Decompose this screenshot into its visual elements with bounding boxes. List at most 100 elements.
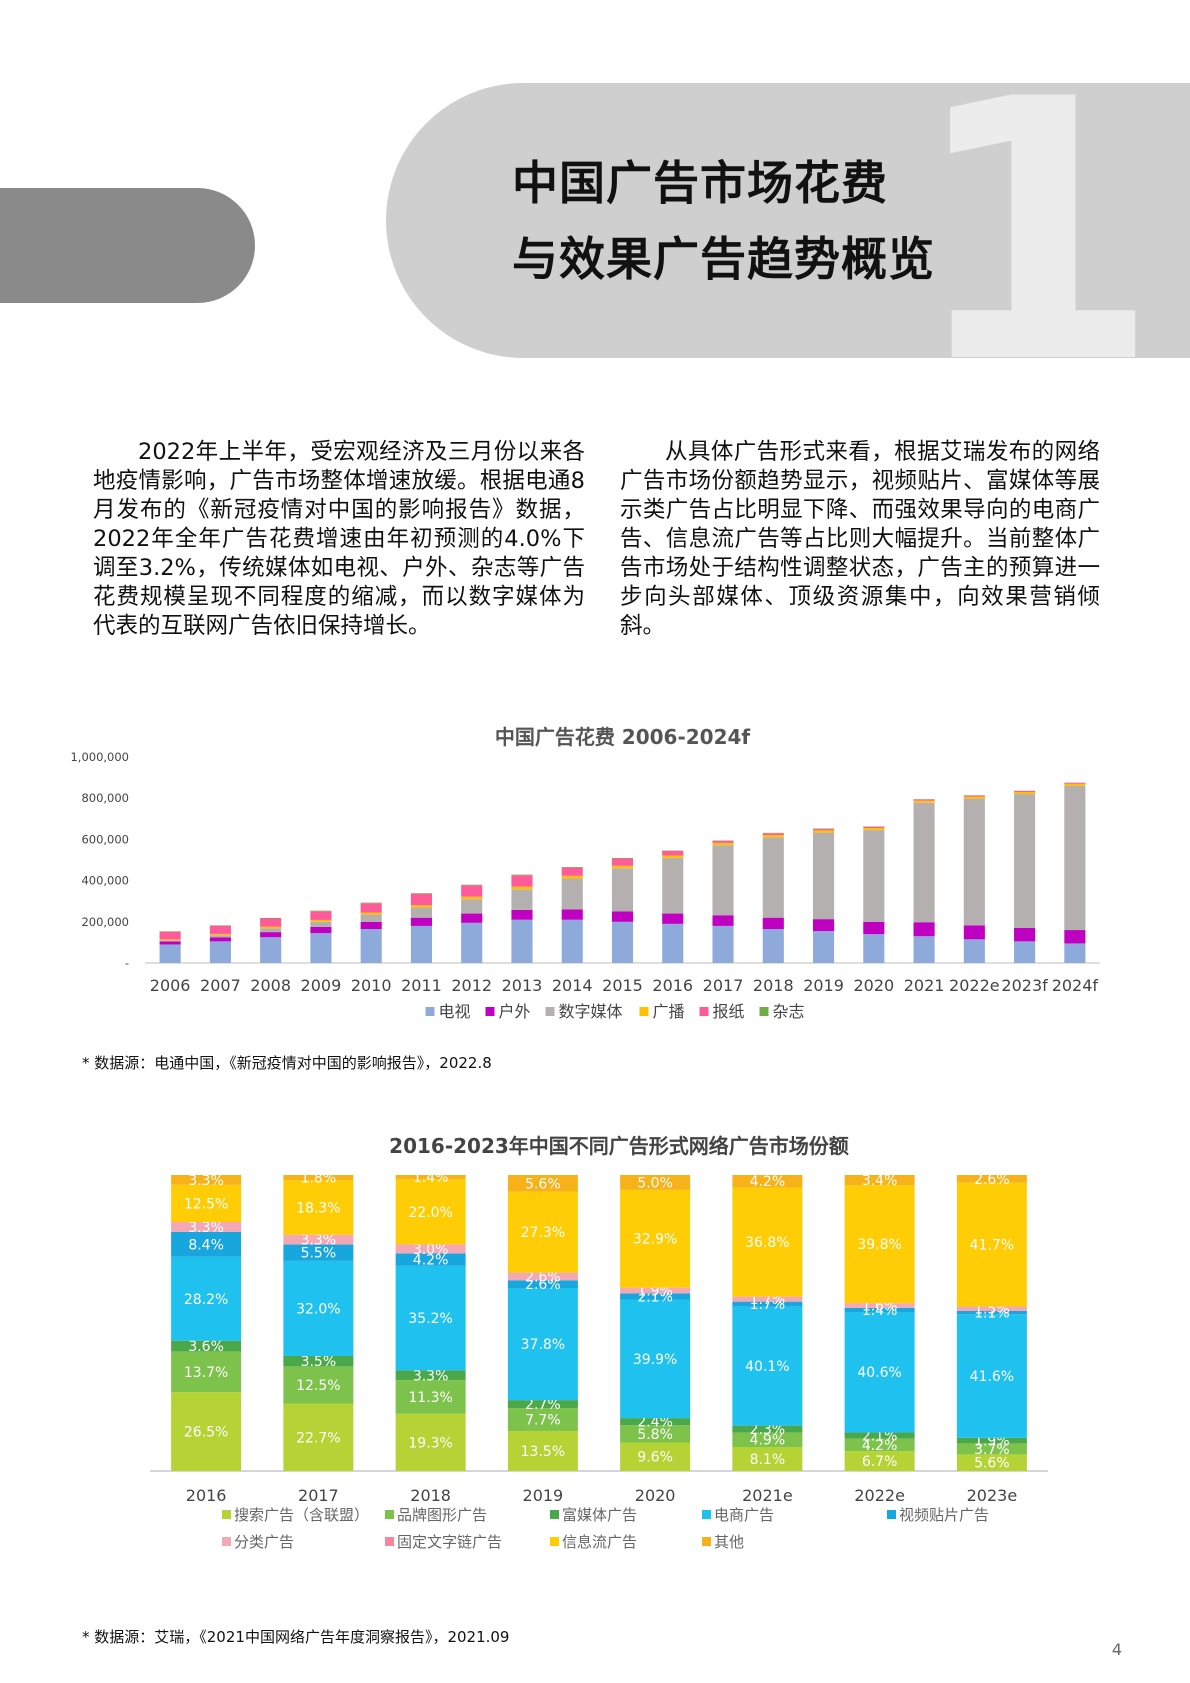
data-label: 4.9% [750, 1433, 786, 1449]
data-label: 3.5% [301, 1354, 337, 1370]
bar-segment [863, 934, 885, 963]
bar-segment [956, 1175, 1027, 1183]
bar-segment [712, 915, 734, 926]
bar-segment [561, 909, 583, 920]
data-label: 3.3% [301, 1233, 337, 1249]
x-tick-label: 2020 [853, 976, 894, 995]
bar-segment [283, 1355, 354, 1367]
data-label: 7.7% [525, 1413, 561, 1429]
legend-swatch [385, 1537, 394, 1546]
bar-segment [395, 1413, 466, 1471]
legend-label: 户外 [499, 1002, 531, 1021]
bar-segment [762, 835, 784, 838]
intro-paragraph-2: 从具体广告形式来看，根据艾瑞发布的网络广告市场份额趋势显示，视频贴片、富媒体等展… [620, 439, 1100, 639]
bar-segment [283, 1403, 354, 1471]
x-tick-label: 2017 [703, 976, 744, 995]
bar-segment [812, 919, 835, 932]
legend-swatch [222, 1510, 231, 1519]
bar-segment [461, 899, 483, 914]
bar-segment [620, 1299, 691, 1419]
data-label: 35.2% [408, 1311, 452, 1327]
data-label: 36.8% [745, 1235, 789, 1251]
bar-segment [620, 1442, 691, 1471]
bar-segment [956, 1443, 1027, 1455]
x-tick-label: 2019 [523, 1486, 564, 1505]
bar-segment [283, 1366, 354, 1404]
data-label: 2.4% [637, 1415, 673, 1431]
page-title: 中国广告市场花费 与效果广告趋势概览 [512, 145, 935, 297]
bar-segment [913, 800, 935, 803]
bar-segment [662, 913, 684, 924]
bar-segment [762, 837, 784, 918]
x-tick-label: 2022e [949, 976, 1000, 995]
data-label: 41.6% [970, 1369, 1014, 1385]
bar-segment [561, 875, 583, 879]
data-label: 4.2% [862, 1438, 898, 1454]
bar-segment [963, 795, 985, 797]
legend-label: 分类广告 [234, 1533, 294, 1551]
bar-segment [712, 840, 734, 843]
legend-label: 其他 [714, 1533, 744, 1551]
bar-segment [1014, 790, 1036, 793]
x-tick-label: 2015 [602, 976, 643, 995]
legend-swatch [222, 1537, 231, 1546]
bar-segment [507, 1400, 578, 1409]
legend-swatch [385, 1510, 394, 1519]
bar-segment [395, 1179, 466, 1245]
bar-segment [360, 929, 382, 963]
x-tick-label: 2016 [186, 1486, 227, 1505]
bar-segment [732, 1175, 803, 1188]
data-label: 32.9% [633, 1232, 677, 1248]
bar-segment [662, 855, 684, 858]
bar-segment [260, 918, 282, 927]
bar-segment [712, 842, 734, 846]
x-tick-label: 2010 [351, 976, 392, 995]
bar-segment [260, 926, 282, 929]
bar-segment [511, 875, 533, 887]
bar-segment [461, 885, 483, 897]
data-label: 32.0% [296, 1301, 340, 1317]
bar-segment [283, 1175, 354, 1181]
data-label: 13.5% [521, 1444, 565, 1460]
x-tick-label: 2024f [1052, 976, 1099, 995]
legend-swatch [702, 1510, 711, 1519]
bar-segment [410, 893, 433, 894]
bar-segment [511, 919, 533, 963]
data-label: 3.4% [862, 1173, 898, 1189]
bar-segment [732, 1301, 803, 1307]
bar-segment [395, 1265, 466, 1371]
data-label: 22.7% [296, 1430, 340, 1446]
bar-segment [844, 1175, 915, 1186]
bar-segment [620, 1287, 691, 1294]
bar-segment [360, 902, 382, 904]
legend-label: 电视 [439, 1002, 471, 1021]
bar-segment [956, 1437, 1027, 1444]
x-tick-label: 2016 [652, 976, 693, 995]
data-label: 40.6% [857, 1365, 901, 1381]
legend-swatch [639, 1007, 649, 1016]
legend-label: 视频贴片广告 [899, 1506, 989, 1524]
data-label: 2.1% [862, 1429, 898, 1445]
data-label: 18.3% [296, 1201, 340, 1217]
bar-segment [561, 867, 583, 868]
bar-segment [1014, 792, 1036, 795]
bar-segment [863, 830, 885, 922]
bar-segment [171, 1184, 242, 1223]
data-label: 2.7% [525, 1397, 561, 1413]
bar-segment [283, 1244, 354, 1261]
legend-label: 数字媒体 [559, 1002, 623, 1021]
bar-segment [611, 921, 634, 963]
data-label: 2.6% [525, 1269, 561, 1285]
bar-segment [159, 939, 181, 941]
bar-segment [963, 939, 985, 963]
legend-swatch [550, 1510, 559, 1519]
bar-segment [662, 850, 684, 856]
x-tick-label: 2009 [301, 976, 342, 995]
bar-segment [507, 1408, 578, 1431]
page-number: 4 [1111, 1640, 1122, 1659]
data-label: 3.0% [413, 1242, 449, 1258]
bar-segment [209, 925, 231, 934]
x-tick-label: 2018 [753, 976, 794, 995]
bar-segment [310, 933, 332, 963]
bar-segment [956, 1310, 1027, 1315]
